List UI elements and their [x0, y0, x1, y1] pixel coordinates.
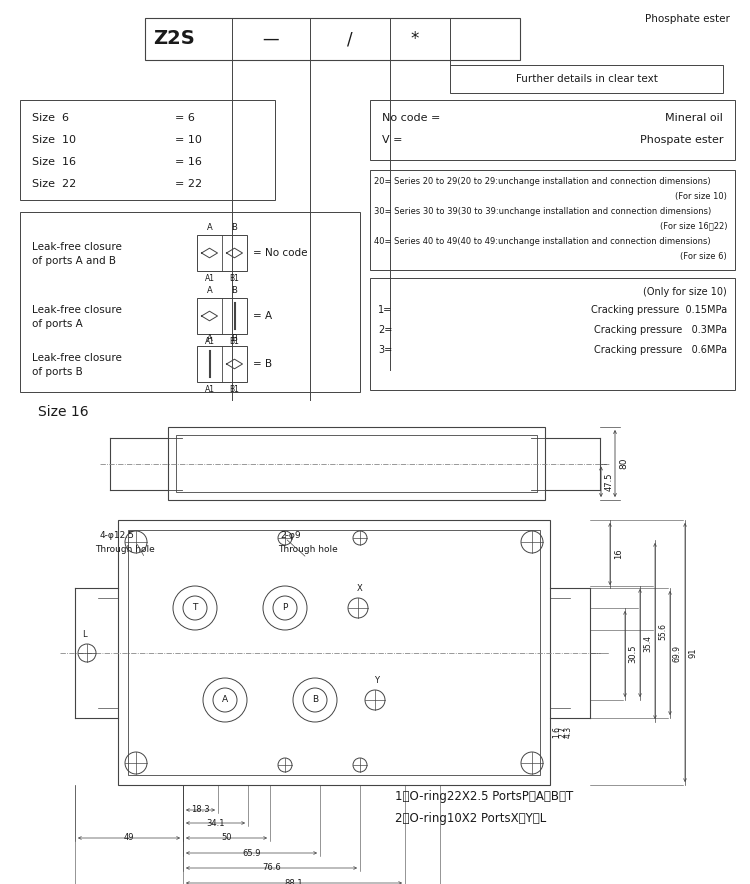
Text: (For size 16、22): (For size 16、22): [659, 222, 727, 231]
Text: A1: A1: [205, 337, 214, 346]
Text: = No code: = No code: [253, 248, 308, 258]
Text: X: X: [357, 584, 363, 593]
Bar: [20, 100, 275, 200]
Text: B: B: [232, 223, 238, 232]
Bar: [197, 235, 247, 271]
Text: Size  16: Size 16: [32, 157, 76, 167]
Text: Cracking pressure   0.6MPa: Cracking pressure 0.6MPa: [594, 345, 727, 355]
Text: 2=: 2=: [378, 325, 392, 335]
Bar: [370, 170, 735, 270]
Text: = 22: = 22: [175, 179, 202, 189]
Text: B: B: [312, 696, 318, 705]
Text: A: A: [206, 223, 212, 232]
Text: 2、O-ring10X2 PortsX、Y、L: 2、O-ring10X2 PortsX、Y、L: [395, 812, 546, 825]
Text: Further details in clear text: Further details in clear text: [515, 74, 658, 84]
Text: 55.6: 55.6: [658, 622, 667, 639]
Text: 88.1: 88.1: [285, 879, 303, 884]
Text: Through hole: Through hole: [95, 545, 154, 554]
Text: 1.6: 1.6: [552, 726, 561, 738]
Text: Z2S: Z2S: [153, 29, 195, 49]
Text: Size  22: Size 22: [32, 179, 76, 189]
Bar: [20, 212, 360, 392]
Text: 35.4: 35.4: [643, 635, 652, 652]
Text: 2-φ9: 2-φ9: [280, 530, 301, 539]
Text: = B: = B: [253, 359, 272, 369]
Text: Through hole: Through hole: [278, 545, 338, 554]
Bar: [197, 346, 247, 382]
Text: 50: 50: [221, 834, 232, 842]
Text: Size 16: Size 16: [38, 405, 88, 419]
Text: of ports B: of ports B: [32, 367, 82, 377]
Text: Y: Y: [374, 676, 380, 685]
Text: 30= Series 30 to 39(30 to 39:unchange installation and connection dimensions): 30= Series 30 to 39(30 to 39:unchange in…: [374, 208, 711, 217]
Text: L: L: [82, 630, 86, 639]
Text: 4-φ12.5: 4-φ12.5: [100, 530, 135, 539]
Text: Phosphate ester: Phosphate ester: [645, 14, 730, 24]
Text: 65.9: 65.9: [242, 849, 261, 857]
Text: Mineral oil: Mineral oil: [665, 113, 723, 123]
Text: 47.5: 47.5: [605, 473, 614, 491]
Text: 34.1: 34.1: [206, 819, 225, 827]
Text: of ports A and B: of ports A and B: [32, 256, 116, 266]
Text: 30.5: 30.5: [628, 644, 637, 663]
Text: 3=: 3=: [378, 345, 392, 355]
Bar: [176, 435, 537, 492]
Text: A1: A1: [205, 385, 214, 394]
Text: = 10: = 10: [175, 135, 202, 145]
Text: 49: 49: [124, 834, 134, 842]
Bar: [197, 298, 247, 334]
Text: —: —: [262, 30, 279, 48]
Text: = A: = A: [253, 311, 272, 321]
Bar: [450, 65, 723, 93]
Text: Leak-free closure: Leak-free closure: [32, 305, 122, 315]
Text: T: T: [192, 604, 198, 613]
Text: 1=: 1=: [378, 305, 392, 315]
Text: 18.3: 18.3: [191, 805, 210, 814]
Text: *: *: [411, 30, 419, 48]
Text: (For size 10): (For size 10): [675, 192, 727, 201]
Text: 16: 16: [614, 549, 623, 560]
Text: 40= Series 40 to 49(40 to 49:unchange installation and connection dimensions): 40= Series 40 to 49(40 to 49:unchange in…: [374, 238, 711, 247]
Text: 80: 80: [619, 458, 628, 469]
Bar: [168, 427, 545, 500]
Text: Cracking pressure   0.3MPa: Cracking pressure 0.3MPa: [594, 325, 727, 335]
Text: Size  10: Size 10: [32, 135, 76, 145]
Text: 20= Series 20 to 29(20 to 29:unchange installation and connection dimensions): 20= Series 20 to 29(20 to 29:unchange in…: [374, 178, 711, 187]
Text: (For size 6): (For size 6): [680, 252, 727, 261]
Text: 69.9: 69.9: [673, 644, 682, 661]
Text: = 16: = 16: [175, 157, 202, 167]
Text: (Only for size 10): (Only for size 10): [644, 287, 727, 297]
Text: /: /: [347, 30, 352, 48]
Bar: [370, 278, 735, 390]
Text: Size  6: Size 6: [32, 113, 69, 123]
Bar: [370, 100, 735, 160]
Text: B: B: [232, 286, 238, 295]
Text: V =: V =: [382, 135, 403, 145]
Bar: [128, 530, 540, 775]
Text: Cracking pressure  0.15MPa: Cracking pressure 0.15MPa: [591, 305, 727, 315]
Text: A: A: [206, 286, 212, 295]
Text: No code =: No code =: [382, 113, 440, 123]
Bar: [118, 520, 550, 785]
Text: A: A: [206, 334, 212, 343]
Bar: [145, 18, 520, 60]
Text: B1: B1: [230, 385, 239, 394]
Text: = 6: = 6: [175, 113, 195, 123]
Text: B: B: [232, 334, 238, 343]
Text: 1、O-ring22X2.5 PortsP、A、B、T: 1、O-ring22X2.5 PortsP、A、B、T: [395, 790, 573, 803]
Text: of ports A: of ports A: [32, 319, 82, 329]
Text: B1: B1: [230, 337, 239, 346]
Text: P: P: [282, 604, 288, 613]
Text: 91: 91: [689, 647, 698, 658]
Text: Leak-free closure: Leak-free closure: [32, 353, 122, 363]
Text: B1: B1: [230, 274, 239, 283]
Text: A: A: [222, 696, 228, 705]
Text: 2.7: 2.7: [558, 726, 567, 738]
Text: Leak-free closure: Leak-free closure: [32, 242, 122, 252]
Text: 76.6: 76.6: [262, 864, 280, 873]
Text: 4.3: 4.3: [564, 726, 573, 738]
Text: Phospate ester: Phospate ester: [640, 135, 723, 145]
Text: A1: A1: [205, 274, 214, 283]
